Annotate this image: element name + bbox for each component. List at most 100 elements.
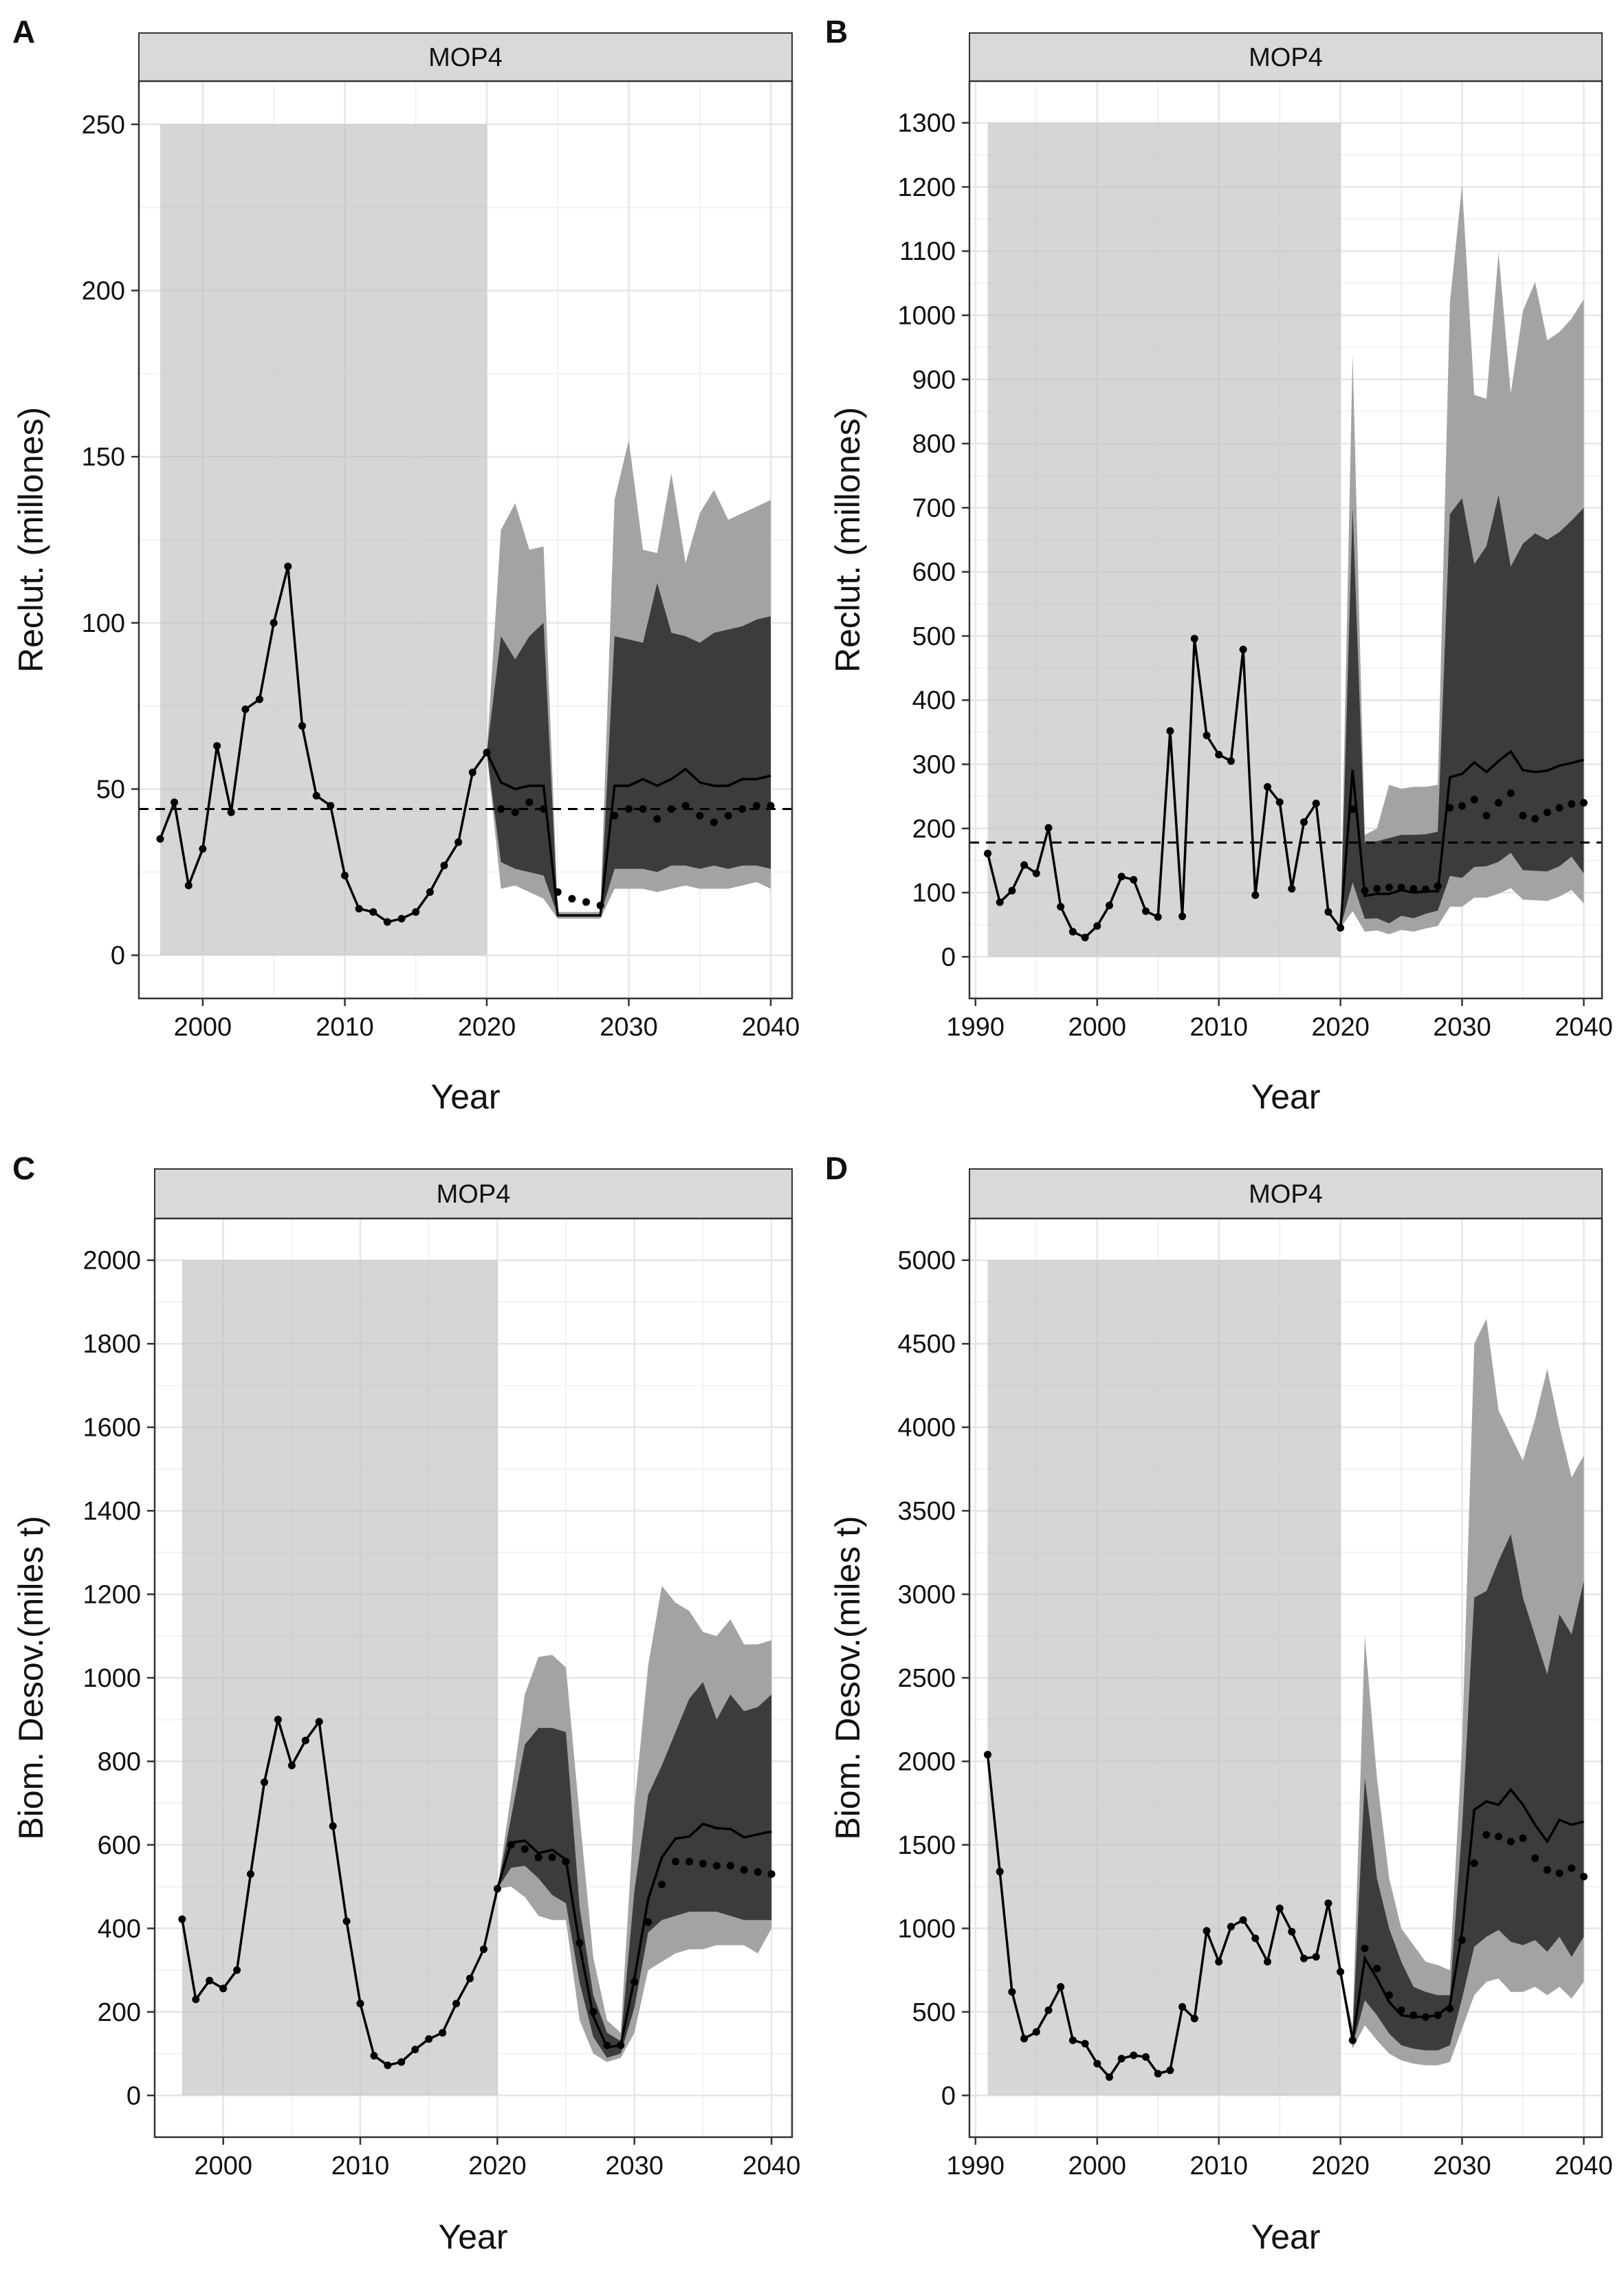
observed-point (1093, 922, 1101, 930)
y-tick-label: 500 (912, 622, 956, 651)
observed-series-line (181, 1714, 499, 2067)
projection-mean-point (653, 815, 661, 823)
observed-point (1300, 1954, 1308, 1963)
projection-mean-point (1543, 1866, 1551, 1874)
projection-mean-point (724, 811, 732, 820)
observed-point (412, 908, 420, 916)
projection-mean-point (710, 818, 718, 827)
observed-point (256, 695, 263, 703)
observed-point (178, 1915, 186, 1923)
y-tick-label: 100 (82, 609, 125, 638)
y-tick-label: 0 (127, 2081, 141, 2110)
observed-point (301, 1736, 309, 1745)
x-tick-label: 2040 (743, 2152, 801, 2180)
observed-point (984, 849, 991, 857)
observed-point (1068, 2036, 1077, 2044)
y-tick-label: 0 (941, 2081, 956, 2110)
y-tick-label: 4500 (897, 1330, 956, 1359)
x-tick-label: 2030 (600, 1013, 658, 1042)
y-tick-label: 4000 (897, 1414, 956, 1443)
projection-mean-point (1422, 885, 1429, 893)
y-axis-title: Biom. Desov.(miles t) (12, 1516, 50, 1839)
observed-point (1106, 901, 1113, 910)
observed-point (466, 1974, 474, 1982)
observed-point (1068, 928, 1077, 936)
facet-strip-label: MOP4 (437, 1180, 511, 1209)
projection-mean-point (696, 811, 704, 820)
observed-point (341, 871, 349, 879)
y-tick-label: 200 (82, 277, 125, 306)
projection-mean-point (596, 901, 604, 910)
projection-mean-point (1531, 815, 1539, 823)
panel-b: B MOP4 1990 2000 2010 2020 2030 2040 0 100 200 300 4… (825, 14, 1613, 1116)
x-axis-title: Year (438, 2218, 507, 2256)
projection-mean-point (1506, 789, 1515, 797)
projection-mean-point (520, 1845, 529, 1853)
y-tick-label: 300 (912, 751, 956, 780)
observed-point (241, 706, 250, 713)
observed-point (298, 722, 306, 730)
x-tick-label: 2000 (174, 1013, 232, 1042)
plot-border (968, 80, 1603, 1000)
projection-mean-point (1506, 1837, 1515, 1846)
y-tick-label: 1600 (83, 1414, 141, 1443)
observed-point (480, 1945, 487, 1954)
observed-series-line (159, 566, 488, 923)
y-tick-label: 600 (98, 1831, 141, 1860)
observed-point (384, 2062, 392, 2069)
projection-mean-point (1348, 805, 1357, 813)
projection-mean-point (1495, 799, 1503, 807)
observed-point (1166, 727, 1174, 735)
observed-point (1312, 1953, 1320, 1961)
observed-point (1020, 861, 1029, 869)
projection-mean-point (1555, 1869, 1563, 1877)
x-tick-label: 2000 (194, 2152, 252, 2180)
y-tick-label: 1100 (899, 237, 956, 266)
observed-point (213, 742, 221, 750)
projection-mean-point (1482, 1830, 1491, 1839)
projection-mean-point (1409, 885, 1418, 893)
projection-mean-point (767, 802, 775, 810)
x-tick-label: 2020 (468, 2152, 527, 2180)
observed-point (1093, 2059, 1101, 2068)
observed-point (1264, 1958, 1271, 1966)
observed-point (199, 845, 207, 853)
projection-mean-point (575, 1939, 584, 1947)
y-tick-label: 5000 (897, 1247, 956, 1276)
projection-mean-point (752, 802, 760, 810)
observed-point (439, 2029, 447, 2037)
observed-point (1044, 824, 1053, 832)
observed-point (440, 862, 448, 870)
projection-band-inner (487, 582, 771, 916)
projection-mean-point (1458, 1936, 1466, 1944)
projection-mean-point (639, 805, 647, 813)
projection-median-line (1339, 750, 1584, 928)
facet-strip (138, 32, 793, 82)
y-tick-label: 1800 (83, 1330, 141, 1359)
projection-mean-point (1519, 1834, 1527, 1842)
observed-point (312, 791, 320, 800)
y-tick-label: 3500 (897, 1497, 956, 1526)
observed-point (984, 1751, 991, 1759)
projection-mean-point (582, 898, 590, 906)
observed-point (327, 802, 335, 810)
projection-mean-point (548, 1853, 556, 1861)
observed-point (192, 1996, 200, 2004)
y-tick-label: 1000 (897, 1914, 956, 1943)
panel-letter: D (825, 1150, 848, 1186)
observed-point (370, 2052, 378, 2060)
projection-mean-point (589, 2008, 597, 2016)
y-tick-label: 1200 (897, 173, 956, 202)
x-tick-label: 2030 (1433, 1013, 1491, 1042)
observed-point (270, 619, 278, 627)
projection-mean-point (658, 1881, 666, 1889)
x-tick-label: 2040 (742, 1013, 800, 1042)
x-tick-label: 2010 (1189, 2152, 1248, 2180)
projection-mean-point (1580, 799, 1588, 807)
y-axis-title: Reclut. (millones) (12, 407, 50, 673)
projection-mean-point (497, 805, 505, 813)
projection-mean-point (611, 811, 619, 820)
observed-point (1203, 732, 1211, 739)
projection-mean-point (511, 808, 519, 816)
y-tick-label: 900 (912, 366, 956, 395)
